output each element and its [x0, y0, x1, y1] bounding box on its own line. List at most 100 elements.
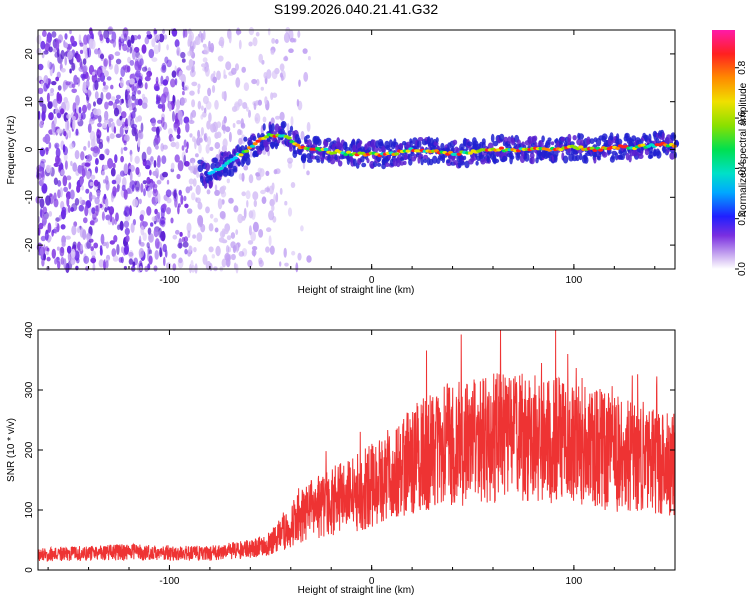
band-speckle	[243, 136, 248, 142]
noise-speckle	[80, 61, 83, 70]
noise-speckle	[163, 34, 168, 40]
band-speckle	[262, 123, 266, 131]
noise-speckle	[246, 106, 249, 112]
noise-speckle	[205, 66, 210, 77]
noise-speckle	[287, 207, 293, 217]
noise-speckle	[243, 207, 247, 219]
noise-speckle	[119, 125, 124, 137]
band-speckle	[200, 175, 204, 183]
noise-speckle	[132, 49, 136, 60]
noise-speckle	[45, 195, 51, 206]
noise-speckle	[267, 27, 271, 36]
noise-speckle	[201, 63, 207, 68]
ridge-point	[224, 161, 230, 165]
noise-speckle	[173, 121, 179, 129]
noise-speckle	[96, 97, 103, 105]
noise-speckle	[218, 237, 225, 243]
noise-speckle	[105, 92, 112, 100]
noise-speckle	[192, 178, 197, 187]
noise-speckle	[151, 126, 158, 132]
noise-speckle	[204, 132, 208, 139]
noise-speckle	[146, 30, 151, 36]
noise-speckle	[306, 170, 310, 176]
noise-speckle	[63, 42, 69, 49]
noise-speckle	[208, 112, 212, 123]
noise-speckle	[153, 29, 158, 34]
noise-speckle	[46, 92, 50, 103]
noise-speckle	[233, 205, 239, 213]
noise-speckle	[99, 53, 105, 60]
noise-speckle	[279, 63, 285, 72]
noise-speckle	[154, 238, 160, 249]
noise-speckle	[109, 240, 116, 245]
noise-speckle	[174, 197, 178, 208]
noise-speckle	[222, 138, 228, 149]
noise-speckle	[214, 132, 220, 139]
noise-speckle	[100, 233, 105, 245]
noise-speckle	[129, 78, 135, 85]
noise-speckle	[115, 133, 122, 138]
noise-speckle	[137, 90, 142, 95]
noise-speckle	[88, 191, 93, 202]
noise-speckle	[300, 225, 304, 232]
band-speckle	[274, 123, 280, 133]
band-speckle	[289, 146, 293, 152]
noise-speckle	[166, 207, 171, 215]
noise-speckle	[157, 103, 163, 109]
noise-speckle	[195, 188, 199, 193]
noise-speckle	[257, 99, 262, 106]
noise-speckle	[86, 75, 90, 81]
noise-speckle	[271, 38, 276, 44]
noise-speckle	[226, 178, 230, 184]
noise-speckle	[163, 256, 166, 267]
ridge-point	[221, 164, 227, 168]
band-speckle	[458, 154, 464, 162]
band-speckle	[462, 155, 467, 161]
noise-speckle	[191, 99, 196, 108]
band-speckle	[648, 151, 654, 159]
noise-speckle	[183, 195, 187, 202]
noise-speckle	[273, 169, 278, 175]
band-speckle	[197, 164, 204, 173]
noise-speckle	[111, 216, 115, 226]
noise-speckle	[142, 180, 147, 185]
noise-speckle	[189, 31, 194, 42]
noise-speckle	[205, 206, 210, 214]
noise-speckle	[101, 211, 105, 221]
noise-speckle	[178, 70, 183, 81]
noise-speckle	[87, 140, 91, 148]
noise-speckle	[70, 35, 75, 44]
noise-speckle	[279, 111, 285, 121]
noise-speckle	[153, 44, 160, 55]
noise-speckle	[106, 135, 110, 142]
noise-speckle	[176, 173, 181, 180]
noise-speckle	[241, 191, 246, 197]
noise-speckle	[153, 160, 157, 168]
noise-speckle	[72, 162, 78, 172]
noise-speckle	[94, 80, 99, 91]
band-speckle	[589, 138, 595, 145]
band-speckle	[622, 149, 627, 156]
noise-speckle	[179, 231, 183, 237]
band-speckle	[376, 162, 382, 167]
noise-speckle	[86, 170, 91, 180]
noise-speckle	[170, 78, 176, 88]
band-speckle	[609, 156, 616, 163]
noise-speckle	[138, 239, 142, 245]
noise-speckle	[264, 96, 268, 105]
noise-speckle	[191, 161, 195, 172]
snr-y-tick-label: 200	[24, 441, 35, 458]
noise-speckle	[206, 189, 211, 195]
noise-speckle	[95, 158, 99, 165]
noise-speckle	[60, 256, 65, 265]
noise-speckle	[55, 220, 58, 228]
band-speckle	[306, 158, 313, 163]
noise-speckle	[207, 87, 212, 97]
noise-speckle	[131, 111, 136, 119]
colorbar-label: Normalized spectral amplitude	[738, 82, 749, 217]
noise-speckle	[79, 49, 84, 55]
noise-speckle	[134, 155, 140, 164]
band-speckle	[237, 161, 242, 166]
noise-speckle	[181, 58, 186, 63]
